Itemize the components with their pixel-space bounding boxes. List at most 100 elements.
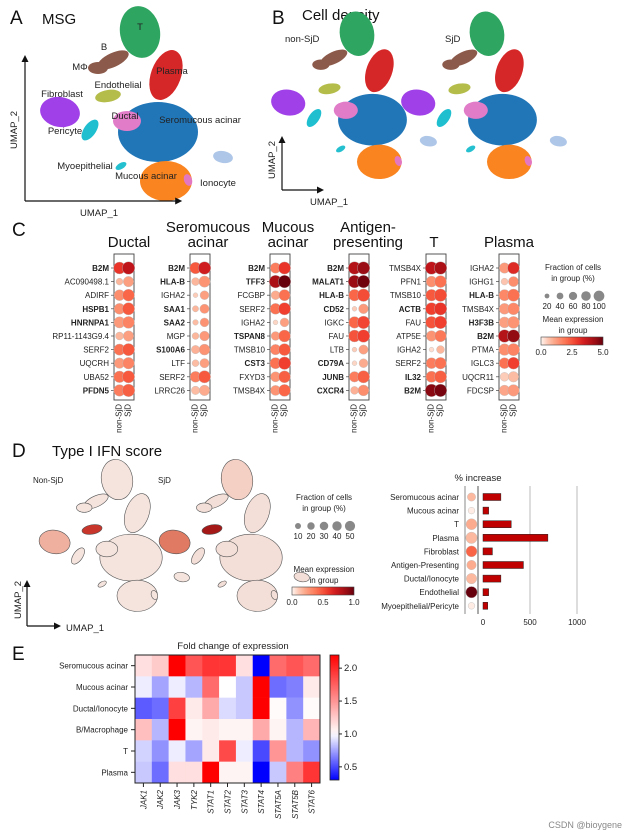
dot-sjd bbox=[278, 370, 291, 383]
size-legend-dot bbox=[319, 521, 329, 531]
cluster-label: Pericyte bbox=[48, 126, 82, 137]
column-label: STAT1 bbox=[207, 790, 216, 814]
dot-sjd bbox=[357, 329, 371, 343]
heatmap-cell bbox=[303, 740, 321, 762]
panel-d-title: Type I IFN score bbox=[52, 443, 162, 460]
chart-title: % increase bbox=[455, 473, 502, 484]
gene-label: FAU bbox=[328, 332, 344, 341]
gene-label: SERF2 bbox=[395, 359, 421, 368]
dot-sjd bbox=[121, 383, 135, 397]
size-legend-tick: 60 bbox=[569, 302, 578, 311]
dotplot-frame bbox=[348, 253, 370, 401]
gene-label: TMSB4X bbox=[233, 386, 266, 395]
bar bbox=[482, 602, 488, 610]
heatmap-cell bbox=[269, 761, 287, 784]
dot-sjd bbox=[199, 330, 210, 342]
row-label: Mucous acinar bbox=[76, 683, 128, 692]
row-label: Plasma bbox=[101, 768, 128, 777]
dot-sjd bbox=[278, 356, 292, 370]
cluster-myoepithelial bbox=[115, 162, 127, 170]
heatmap-cell bbox=[135, 655, 153, 677]
group-title: Mucous bbox=[262, 219, 315, 236]
y-axis-label: UMAP_2 bbox=[267, 141, 278, 179]
dot-sjd bbox=[278, 329, 291, 343]
column-label: STAT2 bbox=[224, 789, 233, 813]
dot-sjd bbox=[278, 384, 291, 397]
dot-non-sjd bbox=[500, 277, 509, 286]
cluster-pericyte bbox=[436, 109, 452, 127]
size-legend-dot bbox=[544, 293, 550, 299]
colorbar-tick-label: 1.5 bbox=[344, 696, 357, 707]
heatmap-cell bbox=[235, 676, 254, 698]
dot-sjd bbox=[123, 276, 134, 288]
mean-colorbar bbox=[540, 336, 604, 346]
panel-letter-a: A bbox=[10, 8, 23, 29]
panel-a-title: MSG bbox=[42, 11, 76, 28]
heatmap-cell bbox=[219, 740, 237, 762]
x-arrow-icon bbox=[317, 186, 324, 194]
colorbar-tick: 0.0 bbox=[535, 348, 547, 357]
dot-sjd bbox=[358, 303, 369, 314]
cluster-unlabeled bbox=[293, 571, 310, 583]
gene-label: HLA-B bbox=[319, 291, 344, 300]
dot-non-sjd bbox=[191, 277, 200, 286]
heatmap-cell bbox=[168, 719, 186, 741]
heatmap-cell bbox=[219, 719, 237, 741]
cluster-fibroblast bbox=[401, 89, 436, 116]
heatmap-cell bbox=[219, 697, 237, 720]
heatmap-cell bbox=[168, 697, 186, 720]
heatmap-cell bbox=[135, 761, 153, 784]
group-title: Seromucous bbox=[166, 219, 250, 236]
column-label: STAT5B bbox=[291, 789, 300, 819]
cluster-label: Ionocyte bbox=[200, 178, 236, 189]
x-axis-label: UMAP_1 bbox=[66, 623, 104, 634]
column-label: JAK1 bbox=[139, 790, 148, 810]
colorbar-tick-label: 0.5 bbox=[344, 762, 357, 773]
gene-label: RP11-1143G9.4 bbox=[52, 332, 109, 341]
cluster-label: Fibroblast bbox=[41, 89, 83, 100]
dot-non-sjd bbox=[350, 386, 359, 395]
cluster-endothelial bbox=[201, 524, 223, 535]
cluster-fibroblast bbox=[38, 529, 71, 555]
column-label: STAT6 bbox=[308, 789, 317, 813]
dot-sjd bbox=[434, 329, 447, 343]
mean-legend-title: in group bbox=[559, 326, 588, 335]
gene-label: CST3 bbox=[245, 359, 266, 368]
dotplot-frame bbox=[113, 253, 135, 401]
cluster-pericyte bbox=[81, 119, 99, 141]
dot-sjd bbox=[197, 261, 211, 275]
gene-label: B2M bbox=[477, 332, 494, 341]
size-legend-dot bbox=[332, 521, 342, 531]
size-legend-tick: 40 bbox=[556, 302, 565, 311]
dot-non-sjd bbox=[115, 331, 124, 341]
dotplot-group: Plasma IGHA2 IGHG1 HLA-B TMSB4X H3F3B B2M PTMA I… bbox=[462, 234, 535, 433]
heatmap-cell bbox=[303, 697, 321, 720]
heatmap-cell bbox=[151, 697, 169, 720]
percent-increase-chart: % increase 0 500 1000 Seromucous acinar Mucou… bbox=[381, 473, 586, 627]
cluster-ductal bbox=[463, 101, 488, 119]
heatmap-cell bbox=[235, 697, 254, 720]
dot-sjd bbox=[434, 302, 448, 316]
cluster-t bbox=[100, 459, 134, 501]
mean-legend-title: Mean expression bbox=[543, 315, 604, 324]
mean-legend-title: in group bbox=[310, 576, 339, 585]
heatmap-cell bbox=[185, 697, 203, 720]
group-title: acinar bbox=[268, 234, 309, 251]
gene-label: HNRNPA1 bbox=[71, 318, 110, 327]
heatmap-title: Fold change of expression bbox=[177, 641, 288, 652]
dot-non-sjd bbox=[499, 372, 510, 382]
gene-label: B2M bbox=[92, 264, 109, 273]
dot-sjd bbox=[357, 288, 371, 302]
gene-label: ATP5E bbox=[396, 332, 421, 341]
dot-non-sjd bbox=[192, 319, 199, 326]
gene-label: SERF2 bbox=[239, 305, 265, 314]
dot-sjd bbox=[358, 358, 369, 368]
heatmap-cell bbox=[252, 676, 270, 698]
condition-label-sjd: SjD bbox=[445, 34, 460, 45]
bar bbox=[482, 574, 502, 583]
size-legend-dot bbox=[295, 523, 301, 529]
dotplot-group: T TMSB4X PFN1 TMSB10 ACTB FAU ATP5E IGHA2 SERF2 I… bbox=[389, 234, 448, 433]
dot-sjd bbox=[507, 302, 520, 315]
